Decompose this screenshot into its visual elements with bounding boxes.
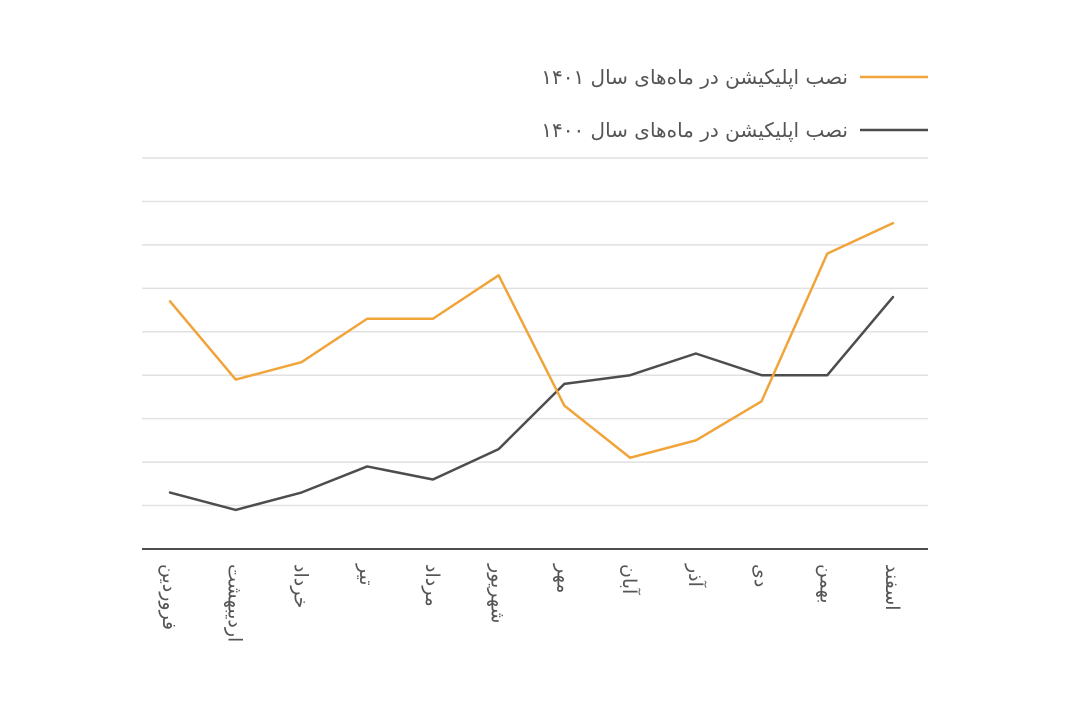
x-tick-label: آبان (618, 564, 642, 595)
legend-label: نصب اپلیکیشن در ماه‌های سال ۱۴۰۰ (541, 118, 848, 143)
x-tick-label: آذر (684, 563, 708, 588)
x-tick-label: مهر (552, 563, 574, 593)
series-line-0 (168, 221, 895, 460)
x-tick-label: خرداد (289, 564, 311, 608)
x-tick-label: اردیبهشت (224, 564, 246, 642)
series-line-1 (168, 295, 895, 512)
grid-lines (142, 157, 928, 507)
x-tick-label: اسفند (881, 564, 903, 611)
x-tick-label: دی (750, 564, 772, 587)
x-tick-label: تیر (355, 563, 377, 586)
x-tick-label: فروردین (158, 564, 180, 630)
legend: نصب اپلیکیشن در ماه‌های سال ۱۴۰۱ نصب اپلی… (541, 65, 928, 143)
x-tick-label: شهریور (487, 563, 509, 623)
x-tick-label: مرداد (421, 564, 443, 607)
series-lines (168, 221, 895, 512)
x-tick-labels: فروردین اردیبهشت خرداد تیر مرداد شهریور مهر آبا… (158, 563, 903, 642)
legend-label: نصب اپلیکیشن در ماه‌های سال ۱۴۰۱ (541, 65, 848, 90)
x-tick-label: بهمن (815, 564, 837, 604)
